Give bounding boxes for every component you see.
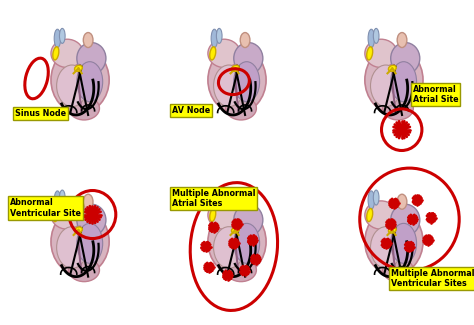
Ellipse shape	[77, 62, 103, 102]
Circle shape	[426, 238, 431, 243]
Text: Abnormal
Ventricular Site: Abnormal Ventricular Site	[10, 199, 81, 218]
Ellipse shape	[56, 227, 87, 268]
Ellipse shape	[374, 190, 379, 205]
Ellipse shape	[211, 191, 218, 209]
Circle shape	[203, 244, 209, 249]
Ellipse shape	[74, 65, 82, 72]
Circle shape	[211, 225, 216, 230]
Text: Sinus Node: Sinus Node	[15, 109, 66, 118]
Ellipse shape	[368, 191, 374, 209]
Text: AV Node: AV Node	[172, 106, 210, 115]
Circle shape	[428, 215, 434, 220]
Circle shape	[242, 268, 247, 273]
Ellipse shape	[234, 62, 260, 102]
Ellipse shape	[74, 227, 82, 233]
Circle shape	[253, 257, 258, 262]
Ellipse shape	[240, 194, 250, 209]
Ellipse shape	[69, 258, 100, 282]
Ellipse shape	[51, 47, 109, 113]
Ellipse shape	[59, 190, 65, 205]
Ellipse shape	[365, 47, 423, 113]
Ellipse shape	[54, 191, 61, 209]
Circle shape	[225, 273, 230, 278]
Circle shape	[250, 238, 255, 243]
Circle shape	[397, 125, 406, 135]
Ellipse shape	[77, 223, 103, 263]
Ellipse shape	[383, 97, 413, 120]
Ellipse shape	[208, 208, 266, 275]
Ellipse shape	[217, 190, 222, 205]
Ellipse shape	[51, 201, 83, 229]
Ellipse shape	[391, 62, 417, 102]
Ellipse shape	[388, 227, 396, 233]
Ellipse shape	[383, 258, 413, 282]
Circle shape	[383, 241, 389, 246]
Ellipse shape	[371, 65, 401, 107]
Circle shape	[207, 265, 211, 270]
Ellipse shape	[56, 65, 87, 107]
Ellipse shape	[371, 227, 401, 268]
Ellipse shape	[69, 97, 100, 120]
Ellipse shape	[391, 43, 420, 74]
Ellipse shape	[77, 204, 106, 236]
Ellipse shape	[365, 39, 397, 68]
Ellipse shape	[51, 39, 83, 68]
Circle shape	[392, 201, 397, 206]
Circle shape	[415, 198, 420, 203]
Ellipse shape	[210, 208, 216, 222]
Ellipse shape	[231, 227, 239, 233]
Ellipse shape	[367, 47, 373, 60]
Text: Abnormal
Atrial Site: Abnormal Atrial Site	[412, 85, 458, 104]
Circle shape	[388, 222, 393, 227]
Ellipse shape	[397, 32, 407, 47]
Ellipse shape	[208, 201, 240, 229]
Ellipse shape	[391, 223, 417, 263]
Ellipse shape	[367, 208, 373, 222]
Circle shape	[410, 217, 415, 222]
Ellipse shape	[231, 65, 239, 72]
Ellipse shape	[234, 43, 263, 74]
Ellipse shape	[388, 65, 396, 72]
Ellipse shape	[59, 28, 65, 43]
Ellipse shape	[397, 194, 407, 209]
Ellipse shape	[226, 258, 256, 282]
Ellipse shape	[365, 208, 423, 275]
Circle shape	[88, 210, 97, 219]
Text: Multiple Abnormal
Atrial Sites: Multiple Abnormal Atrial Sites	[172, 189, 255, 208]
Ellipse shape	[83, 32, 93, 47]
Ellipse shape	[374, 28, 379, 43]
Ellipse shape	[51, 208, 109, 275]
Circle shape	[231, 241, 237, 246]
Ellipse shape	[77, 43, 106, 74]
Ellipse shape	[391, 204, 420, 236]
Ellipse shape	[365, 201, 397, 229]
Ellipse shape	[234, 204, 263, 236]
Text: Multiple Abnormal
Ventricular Sites: Multiple Abnormal Ventricular Sites	[391, 269, 474, 288]
Ellipse shape	[226, 97, 256, 120]
Ellipse shape	[240, 32, 250, 47]
Ellipse shape	[54, 29, 61, 47]
Ellipse shape	[214, 227, 244, 268]
Ellipse shape	[208, 47, 266, 113]
Ellipse shape	[214, 65, 244, 107]
Ellipse shape	[53, 47, 59, 60]
Ellipse shape	[208, 39, 240, 68]
Ellipse shape	[53, 208, 59, 222]
Circle shape	[235, 222, 239, 227]
Ellipse shape	[211, 29, 218, 47]
Ellipse shape	[217, 28, 222, 43]
Ellipse shape	[210, 47, 216, 60]
Ellipse shape	[234, 223, 260, 263]
Ellipse shape	[368, 29, 374, 47]
Circle shape	[407, 244, 412, 249]
Ellipse shape	[83, 194, 93, 209]
